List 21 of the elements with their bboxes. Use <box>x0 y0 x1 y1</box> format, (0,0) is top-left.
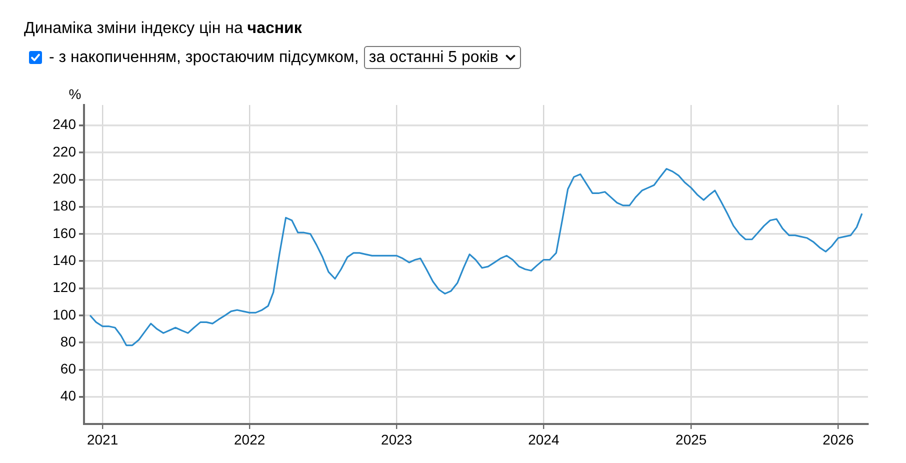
y-tick-label: 100 <box>52 306 76 322</box>
y-tick-label: 40 <box>60 388 76 404</box>
y-axis-title: % <box>68 86 82 102</box>
x-tick-label: 2023 <box>381 431 412 448</box>
y-tick-label: 160 <box>52 224 76 241</box>
chart-title: Динаміка зміни індексу цін на часник <box>24 20 302 38</box>
x-tick-label: 2022 <box>234 431 266 448</box>
y-tick-label: 180 <box>52 198 76 214</box>
x-tick-label: 2026 <box>822 431 854 448</box>
y-tick-label: 60 <box>60 360 76 377</box>
y-tick-label: 140 <box>52 252 76 268</box>
x-tick-label: 2024 <box>528 431 560 448</box>
y-tick-label: 240 <box>52 116 76 132</box>
y-tick-label: 220 <box>52 143 76 160</box>
x-tick-label: 2021 <box>86 431 118 448</box>
dropdown: за останні 5 років <box>364 46 522 69</box>
chart-subtitle: - з накопиченням, зростаючим підсумком, <box>49 48 359 66</box>
y-tick-label: 200 <box>52 170 76 187</box>
y-tick-label: 80 <box>60 333 76 350</box>
y-tick-label: 120 <box>52 279 76 296</box>
x-tick-label: 2025 <box>676 431 707 448</box>
